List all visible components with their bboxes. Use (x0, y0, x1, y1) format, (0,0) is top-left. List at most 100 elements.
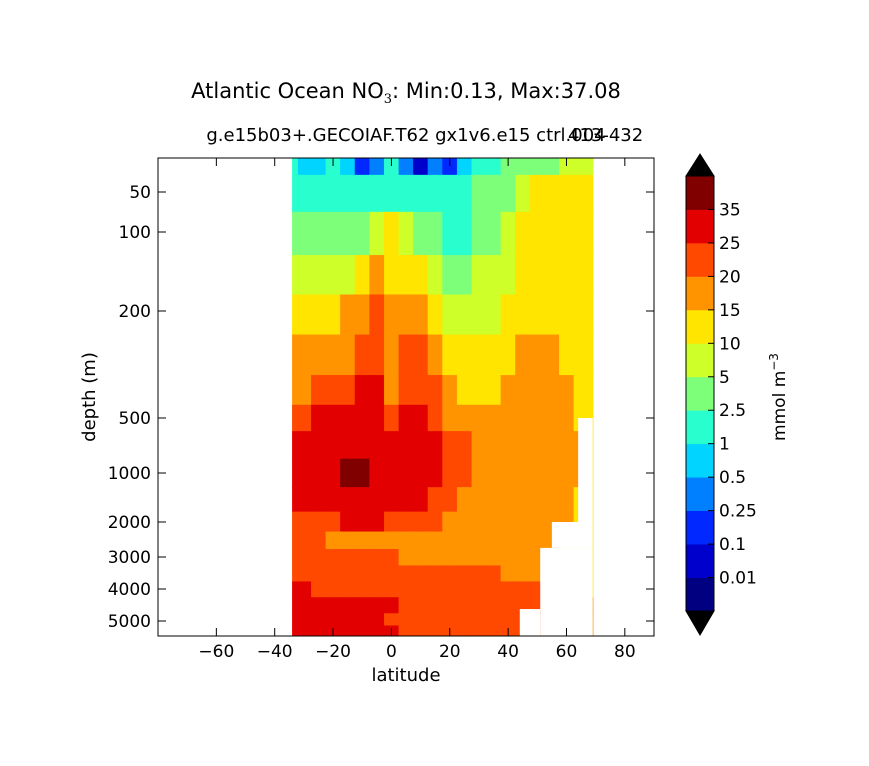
field-cell (297, 548, 312, 567)
field-cell (297, 254, 312, 296)
x-tick-label: 40 (497, 642, 519, 662)
field-cell (427, 511, 444, 533)
field-cell (442, 565, 458, 583)
colorbar-tick-label: 10 (719, 334, 741, 354)
field-cell (515, 211, 531, 256)
field-cell (456, 565, 473, 583)
field-cell (515, 334, 531, 376)
field-cell (544, 211, 560, 256)
field-cell (292, 374, 299, 406)
field-cell (340, 334, 356, 376)
field-cell (354, 581, 371, 599)
field-cell (515, 487, 531, 513)
field-cell (354, 158, 371, 176)
x-axis-label: latitude (371, 665, 440, 686)
field-cell (383, 597, 400, 615)
field-cell (486, 613, 502, 627)
field-cell (515, 404, 531, 433)
field-cell (413, 511, 429, 533)
x-tick-label: 20 (439, 642, 461, 662)
colorbar-label: mmol m−3 (767, 353, 790, 441)
field-cell (427, 174, 444, 213)
field-cell (398, 404, 415, 433)
field-cell (292, 548, 299, 567)
plot-area (292, 158, 594, 636)
field-cell (311, 431, 327, 460)
field-cell (325, 431, 342, 460)
field-cell (292, 531, 299, 550)
field-cell (369, 404, 385, 433)
field-cell (442, 548, 458, 567)
field-cell (383, 581, 400, 599)
field-cell (354, 487, 371, 513)
field-cell (559, 334, 575, 376)
colorbar-tick-label: 0.01 (719, 569, 757, 589)
field-cell (427, 374, 444, 406)
masked-region (578, 418, 593, 522)
field-cell (427, 458, 444, 489)
field-cell (559, 294, 575, 336)
colorbar-tick-label: 0.5 (719, 468, 746, 488)
field-cell (427, 548, 444, 567)
field-cell (297, 581, 312, 599)
field-cell (413, 211, 429, 256)
masked-region (519, 609, 541, 636)
field-cell (354, 597, 371, 615)
field-cell (325, 458, 342, 489)
colorbar-segment (686, 477, 714, 512)
field-cell (297, 174, 312, 213)
field-cell (471, 431, 487, 460)
field-cell (544, 404, 560, 433)
field-cell (369, 254, 385, 296)
field-cell (292, 625, 299, 636)
colorbar-segment (686, 443, 714, 478)
field-cell (413, 565, 429, 583)
field-cell (398, 625, 415, 636)
colorbar-label-exponent: −3 (767, 353, 781, 371)
field-cell (340, 487, 356, 513)
field-cell (471, 211, 487, 256)
field-cell (383, 511, 400, 533)
y-tick-label: 50 (129, 183, 151, 203)
field-cell (325, 581, 342, 599)
field-cell (340, 211, 356, 256)
field-cell (311, 581, 327, 599)
field-cell (297, 334, 312, 376)
field-cell (573, 294, 588, 336)
field-cell (586, 294, 594, 336)
colorbar-segment (686, 577, 714, 612)
field-cell (325, 374, 342, 406)
field-cell (544, 431, 560, 460)
field-cell (456, 404, 473, 433)
y-axis: 50 100 200 500 1000 2000 3000 4000 5000 (108, 183, 654, 632)
field-cell (544, 487, 560, 513)
field-cell (544, 334, 560, 376)
colorbar-tick-label: 0.25 (719, 502, 757, 522)
field-cell (383, 458, 400, 489)
field-cell (413, 374, 429, 406)
field-cell (325, 613, 342, 627)
field-cell (369, 211, 385, 256)
field-cell (515, 431, 531, 460)
field-cell (486, 581, 502, 599)
field-cell (413, 613, 429, 627)
field-cell (471, 597, 487, 615)
field-cell (456, 374, 473, 406)
field-cell (471, 613, 487, 627)
field-cell (471, 334, 487, 376)
field-cell (311, 565, 327, 583)
colorbar-segment (686, 209, 714, 244)
colorbar-tick-label: 0.1 (719, 535, 746, 555)
field-cell (427, 531, 444, 550)
field-cell (559, 174, 575, 213)
field-cell (515, 458, 531, 489)
field-cell (456, 613, 473, 627)
field-cell (354, 254, 371, 296)
field-cell (573, 211, 588, 256)
field-cell (340, 404, 356, 433)
field-cell (354, 625, 371, 636)
field-cell (369, 458, 385, 489)
field-cell (311, 158, 327, 176)
